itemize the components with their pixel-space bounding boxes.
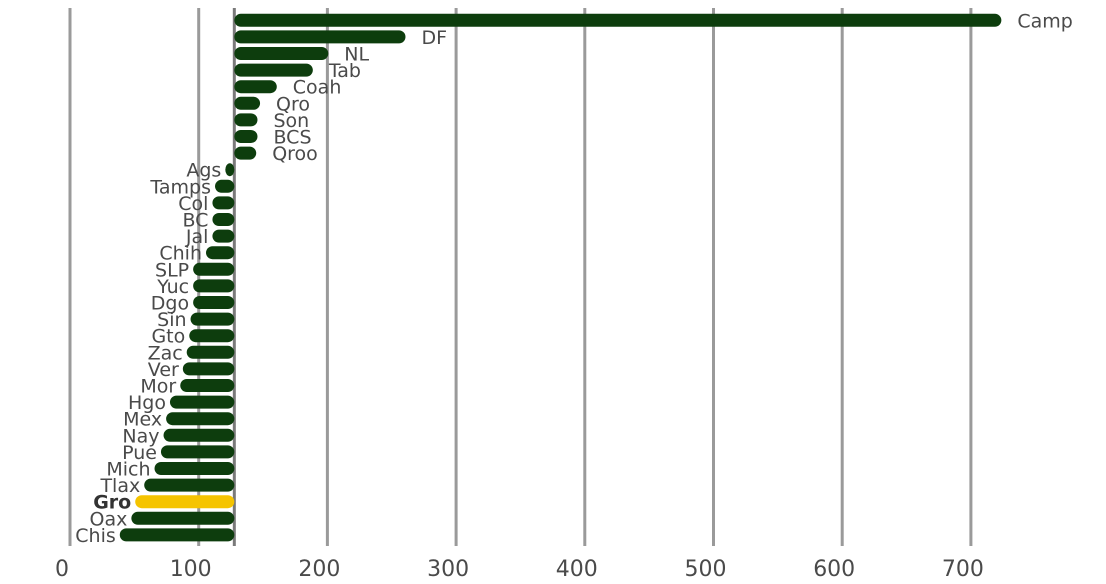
bar-gro	[135, 495, 235, 509]
category-label-camp: Camp	[1017, 10, 1072, 32]
x-tick-label-300: 300	[427, 557, 469, 582]
category-label-df: DF	[421, 27, 447, 49]
category-label-yuc: Yuc	[156, 276, 189, 298]
category-label-qroo: Qroo	[272, 143, 318, 165]
bar-sin	[190, 312, 235, 326]
category-label-col: Col	[178, 193, 208, 215]
x-tick-label-700: 700	[942, 557, 984, 582]
bar-qroo	[234, 146, 257, 160]
category-label-chis: Chis	[75, 525, 116, 547]
category-label-mor: Mor	[140, 376, 176, 398]
bar-ver	[182, 362, 235, 376]
gridlines	[68, 8, 973, 546]
category-label-pue: Pue	[122, 442, 157, 464]
bar-tlax	[144, 478, 235, 492]
bar-oax	[131, 511, 235, 525]
category-label-tlax: Tlax	[99, 475, 140, 497]
bar-pue	[160, 445, 235, 459]
category-label-ver: Ver	[148, 359, 179, 381]
category-label-slp: SLP	[155, 259, 189, 281]
x-tick-label-100: 100	[170, 557, 212, 582]
category-label-qro: Qro	[276, 93, 310, 115]
bar-son	[234, 113, 258, 127]
category-label-zac: Zac	[148, 342, 183, 364]
bar-bc	[212, 213, 235, 226]
category-label-chih: Chih	[159, 243, 202, 265]
category-label-mex: Mex	[123, 409, 162, 431]
category-label-hgo: Hgo	[128, 392, 166, 414]
bar-zac	[186, 345, 235, 359]
bar-mex	[166, 412, 235, 426]
category-label-nay: Nay	[122, 425, 159, 447]
category-label-dgo: Dgo	[151, 293, 189, 315]
bar-bcs	[234, 130, 258, 143]
x-tick-label-200: 200	[298, 557, 340, 582]
category-label-nl: NL	[344, 44, 369, 66]
bar-coah	[234, 80, 277, 94]
bar-dgo	[193, 296, 235, 309]
category-label-bcs: BCS	[273, 127, 311, 149]
category-label-son: Son	[273, 110, 309, 132]
bar-jal	[212, 229, 235, 243]
x-tick-label-500: 500	[685, 557, 727, 582]
bar-tab	[234, 63, 313, 77]
bar-yuc	[193, 279, 235, 293]
bar-chih	[206, 246, 235, 260]
category-label-jal: Jal	[185, 226, 209, 248]
x-tick-label-0: 0	[55, 557, 69, 582]
category-label-gro: Gro	[93, 492, 131, 514]
bar-hgo	[169, 395, 235, 409]
category-label-bc: BC	[182, 210, 208, 232]
bar-ags	[225, 163, 235, 177]
bar-nl	[234, 47, 329, 60]
bar-nay	[163, 428, 235, 442]
category-label-sin: Sin	[157, 309, 186, 331]
x-axis-ticks: 0 100 200 300 400 500 600 700	[55, 557, 984, 582]
bar-mich	[154, 462, 235, 475]
bars	[119, 13, 1002, 542]
category-label-tamps: Tamps	[149, 176, 211, 198]
bar-col	[212, 196, 235, 210]
category-label-ags: Ags	[186, 160, 221, 182]
category-label-tab: Tab	[328, 60, 361, 82]
bar-gto	[189, 329, 235, 343]
bar-slp	[193, 262, 235, 276]
bar-camp	[234, 13, 1002, 27]
category-label-mich: Mich	[106, 459, 150, 481]
bar-qro	[234, 96, 261, 110]
bar-mor	[180, 379, 235, 392]
category-label-oax: Oax	[90, 508, 128, 530]
bar-chis	[119, 528, 235, 542]
category-label-gto: Gto	[151, 326, 185, 348]
x-tick-label-400: 400	[556, 557, 598, 582]
category-label-coah: Coah	[293, 77, 342, 99]
bar-df	[234, 30, 406, 44]
bar-tamps	[215, 179, 235, 193]
x-tick-label-600: 600	[813, 557, 855, 582]
